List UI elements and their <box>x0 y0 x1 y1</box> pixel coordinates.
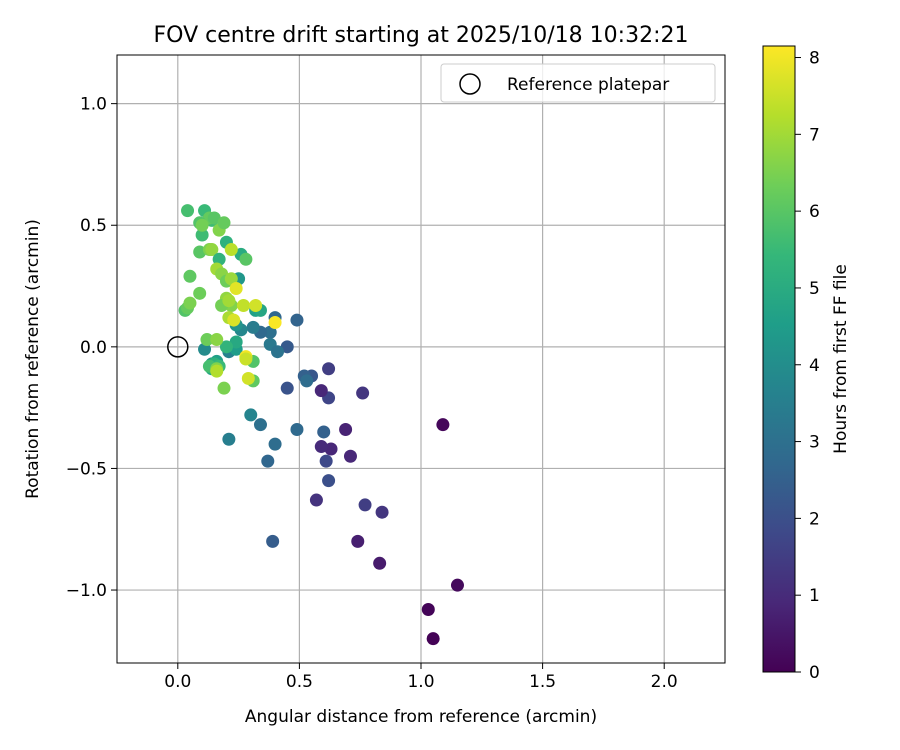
scatter-points <box>178 204 464 646</box>
data-point <box>249 298 263 312</box>
data-point <box>210 364 224 378</box>
data-point <box>290 423 304 437</box>
x-tick-label: 0.0 <box>164 672 191 692</box>
data-point <box>314 440 328 454</box>
data-point <box>266 534 280 548</box>
colorbar-tick-label: 7 <box>809 125 820 145</box>
data-point <box>309 493 323 507</box>
x-tick-label: 0.5 <box>286 672 313 692</box>
data-point <box>271 345 285 359</box>
data-point <box>241 371 255 385</box>
data-point <box>268 316 282 330</box>
y-axis-label: Rotation from reference (arcmin) <box>23 219 43 499</box>
y-tick-label: 1.0 <box>80 95 107 115</box>
data-point <box>217 381 231 395</box>
data-point <box>181 204 195 218</box>
data-point <box>244 408 258 422</box>
data-point <box>222 294 236 308</box>
data-point <box>290 313 304 327</box>
data-point <box>263 325 277 339</box>
data-point <box>319 454 333 468</box>
data-point <box>300 374 314 388</box>
chart-title: FOV centre drift starting at 2025/10/18 … <box>154 23 689 48</box>
data-point <box>358 498 372 512</box>
data-point <box>229 281 243 295</box>
data-point <box>195 218 209 232</box>
legend-label: Reference platepar <box>507 75 669 95</box>
data-point <box>324 442 338 456</box>
data-point <box>450 578 464 592</box>
data-point <box>317 425 331 439</box>
colorbar-label: Hours from first FF file <box>831 264 851 454</box>
y-tick-label: −0.5 <box>66 459 107 479</box>
data-point <box>280 340 294 354</box>
data-point <box>421 602 435 616</box>
legend-marker-icon <box>459 73 481 95</box>
data-point <box>314 384 328 398</box>
data-point <box>183 269 197 283</box>
data-point <box>253 418 267 432</box>
y-tick-label: 0.0 <box>80 338 107 358</box>
data-point <box>195 228 209 242</box>
data-point <box>224 243 238 257</box>
data-point <box>322 362 336 376</box>
data-point <box>239 252 253 266</box>
x-axis-label: Angular distance from reference (arcmin) <box>245 707 597 727</box>
legend-box <box>440 63 716 103</box>
y-tick-label: −1.0 <box>66 581 107 601</box>
reference-marker-layer <box>167 336 189 358</box>
data-point <box>193 245 207 259</box>
data-point <box>227 313 241 327</box>
colorbar-tick-label: 4 <box>809 356 820 376</box>
data-point <box>343 449 357 463</box>
data-point <box>198 342 212 356</box>
data-point <box>339 423 353 437</box>
legend: Reference platepar <box>440 63 716 103</box>
data-point <box>217 216 231 230</box>
data-point <box>426 632 440 646</box>
x-tick-label: 1.0 <box>407 672 434 692</box>
x-tick-label: 1.5 <box>529 672 556 692</box>
data-point <box>375 505 389 519</box>
colorbar-tick-label: 5 <box>809 279 820 299</box>
data-point <box>373 556 387 570</box>
data-point <box>207 211 221 225</box>
data-point <box>222 432 236 446</box>
colorbar-tick-label: 0 <box>809 663 820 683</box>
data-point <box>246 320 260 334</box>
data-point <box>212 252 226 266</box>
data-point <box>205 243 219 257</box>
data-point <box>224 272 238 286</box>
data-point <box>183 296 197 310</box>
data-point <box>280 381 294 395</box>
data-point <box>436 418 450 432</box>
data-point <box>236 298 250 312</box>
data-point <box>261 454 275 468</box>
data-point <box>322 474 336 488</box>
x-tick-label: 2.0 <box>651 672 678 692</box>
y-tick-label: 0.5 <box>80 216 107 236</box>
data-point <box>210 333 224 347</box>
colorbar-tick-label: 3 <box>809 433 820 453</box>
colorbar-tick-label: 6 <box>809 202 820 222</box>
data-point <box>356 386 370 400</box>
axis-ticks: 0.0 0.5 1.0 1.5 2.0 −1.0 −0.5 0.0 0.5 1.0 <box>66 95 678 692</box>
colorbar-tick-label: 1 <box>809 586 820 606</box>
data-point <box>219 340 233 354</box>
data-point <box>351 534 365 548</box>
reference-platepar-marker <box>167 336 189 358</box>
colorbar <box>762 45 796 673</box>
colorbar-ticks: 0 1 2 3 4 5 6 7 8 <box>795 49 820 683</box>
data-point <box>200 333 214 347</box>
data-point <box>193 286 207 300</box>
colorbar-tick-label: 8 <box>809 49 820 69</box>
data-point <box>268 437 282 451</box>
data-point <box>229 335 243 349</box>
colorbar-tick-label: 2 <box>809 509 820 529</box>
data-point <box>239 352 253 366</box>
